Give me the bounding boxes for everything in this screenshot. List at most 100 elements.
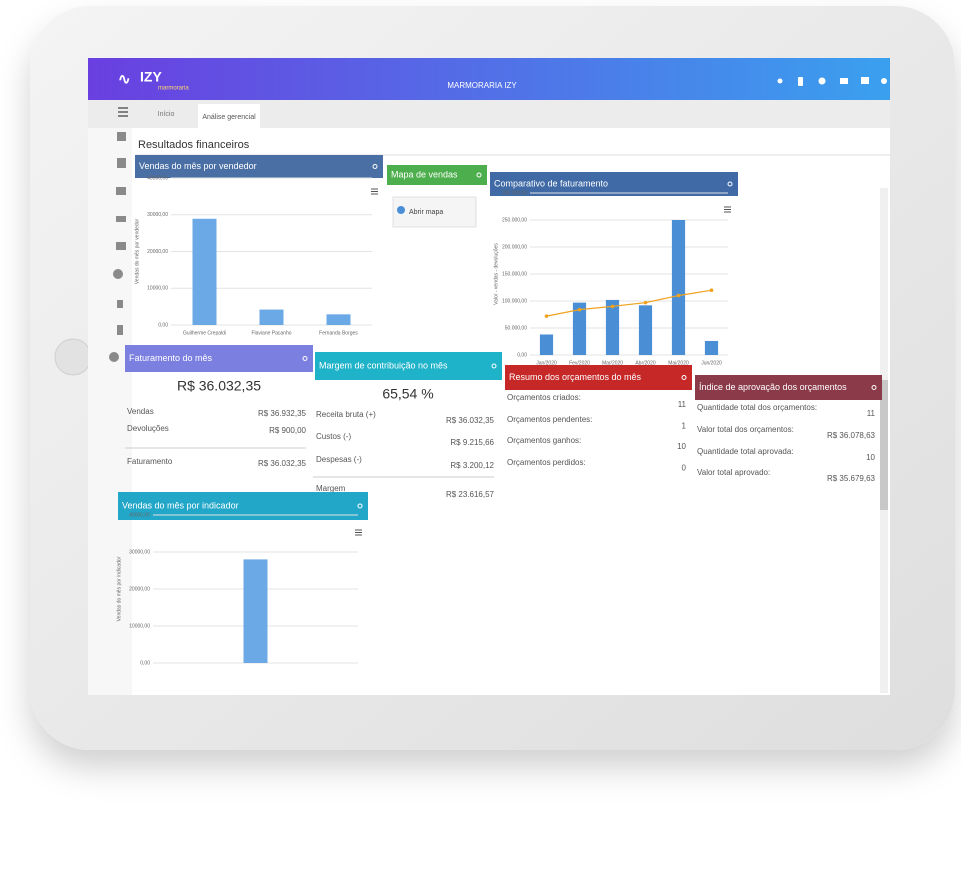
panel-header bbox=[135, 155, 383, 178]
y-tick-label: 30000,00 bbox=[129, 549, 150, 555]
bar bbox=[192, 218, 217, 325]
bar bbox=[671, 220, 686, 355]
total: 65,54 % bbox=[382, 386, 433, 402]
x-tick-label: Guilherme Crepaldi bbox=[183, 330, 226, 336]
panel-title: Índice de aprovação dos orçamentos bbox=[699, 382, 847, 392]
dashboard: Vendas do mês por vendedor 0,00 10000,00 20… bbox=[116, 155, 882, 666]
screen: ∿ IZY marmoraria MARMORARIA IZY Início A… bbox=[88, 58, 890, 695]
row-value: 0 bbox=[682, 464, 687, 473]
panel-title: Comparativo de faturamento bbox=[494, 178, 608, 188]
row-value: 1 bbox=[682, 422, 687, 431]
y-tick-label: 10000,00 bbox=[129, 623, 150, 629]
tab[interactable]: Início bbox=[158, 111, 175, 118]
y-tick-label: 200.000,00 bbox=[502, 244, 527, 250]
logo-mark: ∿ bbox=[118, 71, 131, 88]
x-tick-label: Jan/2020 bbox=[536, 360, 557, 366]
y-axis-label: Vendas do mês por indicador bbox=[116, 556, 122, 621]
row-label: Orçamentos criados: bbox=[507, 393, 581, 402]
row-label: Despesas (-) bbox=[316, 455, 362, 464]
panel-header bbox=[387, 165, 487, 185]
row-value: R$ 36.932,35 bbox=[258, 409, 307, 418]
panel-header bbox=[490, 172, 738, 196]
panel-header bbox=[695, 375, 882, 400]
row-value: R$ 900,00 bbox=[269, 426, 306, 435]
page-title: Resultados financeiros bbox=[138, 139, 250, 151]
row-value: R$ 36.032,35 bbox=[258, 459, 307, 468]
menu-icon[interactable] bbox=[118, 107, 128, 117]
home-button[interactable] bbox=[54, 338, 92, 376]
sidebar-icons[interactable] bbox=[109, 132, 126, 362]
globe-icon[interactable] bbox=[397, 206, 405, 214]
panel-title: Vendas do mês por vendedor bbox=[139, 161, 257, 171]
panel-title: Faturamento do mês bbox=[129, 353, 213, 363]
line-point bbox=[544, 314, 549, 318]
bar bbox=[638, 305, 653, 355]
bar bbox=[605, 299, 620, 355]
row-label: Orçamentos pendentes: bbox=[507, 415, 592, 424]
total: R$ 36.032,35 bbox=[177, 378, 261, 394]
row-value: R$ 23.616,57 bbox=[446, 490, 495, 499]
logo-sub: marmoraria bbox=[158, 86, 189, 92]
row-label: Orçamentos perdidos: bbox=[507, 458, 586, 467]
panel-title: Mapa de vendas bbox=[391, 169, 458, 179]
line-point bbox=[577, 307, 582, 312]
y-tick-label: 40000,00 bbox=[147, 175, 168, 181]
y-tick-label: 20000,00 bbox=[129, 586, 150, 592]
y-tick-label: 100.000,00 bbox=[502, 298, 527, 304]
line bbox=[546, 289, 712, 317]
x-tick-label: Fev/2020 bbox=[569, 360, 590, 366]
y-axis-label: Valor - vendas - devoluções bbox=[493, 243, 499, 305]
line-point bbox=[676, 293, 681, 298]
top-icons[interactable] bbox=[777, 77, 888, 86]
search-icon[interactable] bbox=[372, 164, 378, 169]
scroll-thumb[interactable] bbox=[880, 380, 888, 510]
search-icon[interactable] bbox=[491, 363, 497, 369]
row-value: R$ 36.078,63 bbox=[827, 431, 876, 440]
y-tick-label: 150.000,00 bbox=[502, 271, 527, 277]
tab[interactable]: Análise gerencial bbox=[202, 114, 256, 121]
search-icon[interactable] bbox=[871, 385, 877, 390]
panel-header bbox=[505, 365, 692, 390]
x-tick-label: Mar/2020 bbox=[602, 360, 623, 366]
y-tick-label: 20000,00 bbox=[147, 249, 168, 255]
row-value: R$ 35.679,63 bbox=[827, 474, 876, 483]
bar bbox=[572, 302, 587, 355]
x-tick-label: Abr/2020 bbox=[635, 360, 656, 366]
row-label: Margem bbox=[316, 484, 346, 493]
row-label: Quantidade total dos orçamentos: bbox=[697, 403, 817, 412]
row-value: 11 bbox=[678, 400, 687, 409]
y-axis-label: Vendas do mês por vendedor bbox=[134, 219, 140, 285]
panel-title: Margem de contribuição no mês bbox=[319, 360, 448, 370]
active-tab[interactable] bbox=[198, 104, 260, 128]
search-icon[interactable] bbox=[681, 375, 687, 380]
row-label: Orçamentos ganhos: bbox=[507, 436, 581, 445]
row-value: 10 bbox=[866, 453, 875, 462]
search-icon[interactable] bbox=[727, 181, 733, 187]
row-label: Receita bruta (+) bbox=[316, 410, 376, 419]
bar bbox=[243, 559, 268, 663]
panel-title: Resumo dos orçamentos do mês bbox=[509, 372, 642, 382]
row-label: Faturamento bbox=[127, 457, 173, 466]
row-value: 11 bbox=[867, 409, 876, 418]
y-tick-label: 50.000,00 bbox=[505, 325, 527, 331]
bar bbox=[539, 334, 554, 355]
line-point bbox=[610, 304, 615, 309]
row-label: Valor total dos orçamentos: bbox=[697, 425, 794, 434]
line-point bbox=[709, 288, 714, 293]
y-tick-label: 0,00 bbox=[517, 352, 527, 358]
y-tick-label: 30000,00 bbox=[147, 212, 168, 218]
map-button-label[interactable]: Abrir mapa bbox=[409, 209, 443, 216]
search-icon[interactable] bbox=[302, 356, 308, 361]
map-button[interactable] bbox=[392, 196, 477, 228]
x-tick-label: Flaviane Pacanho bbox=[251, 330, 291, 336]
search-icon[interactable] bbox=[476, 172, 482, 178]
row-label: Devoluções bbox=[127, 424, 169, 433]
search-icon[interactable] bbox=[357, 503, 363, 509]
x-tick-label: Jun/2020 bbox=[701, 360, 722, 366]
logo[interactable]: IZY bbox=[140, 69, 162, 85]
bar bbox=[326, 314, 351, 325]
row-label: Quantidade total aprovada: bbox=[697, 447, 794, 456]
x-tick-label: Fernanda Borges bbox=[319, 330, 358, 336]
y-tick-label: 0,00 bbox=[158, 322, 168, 328]
